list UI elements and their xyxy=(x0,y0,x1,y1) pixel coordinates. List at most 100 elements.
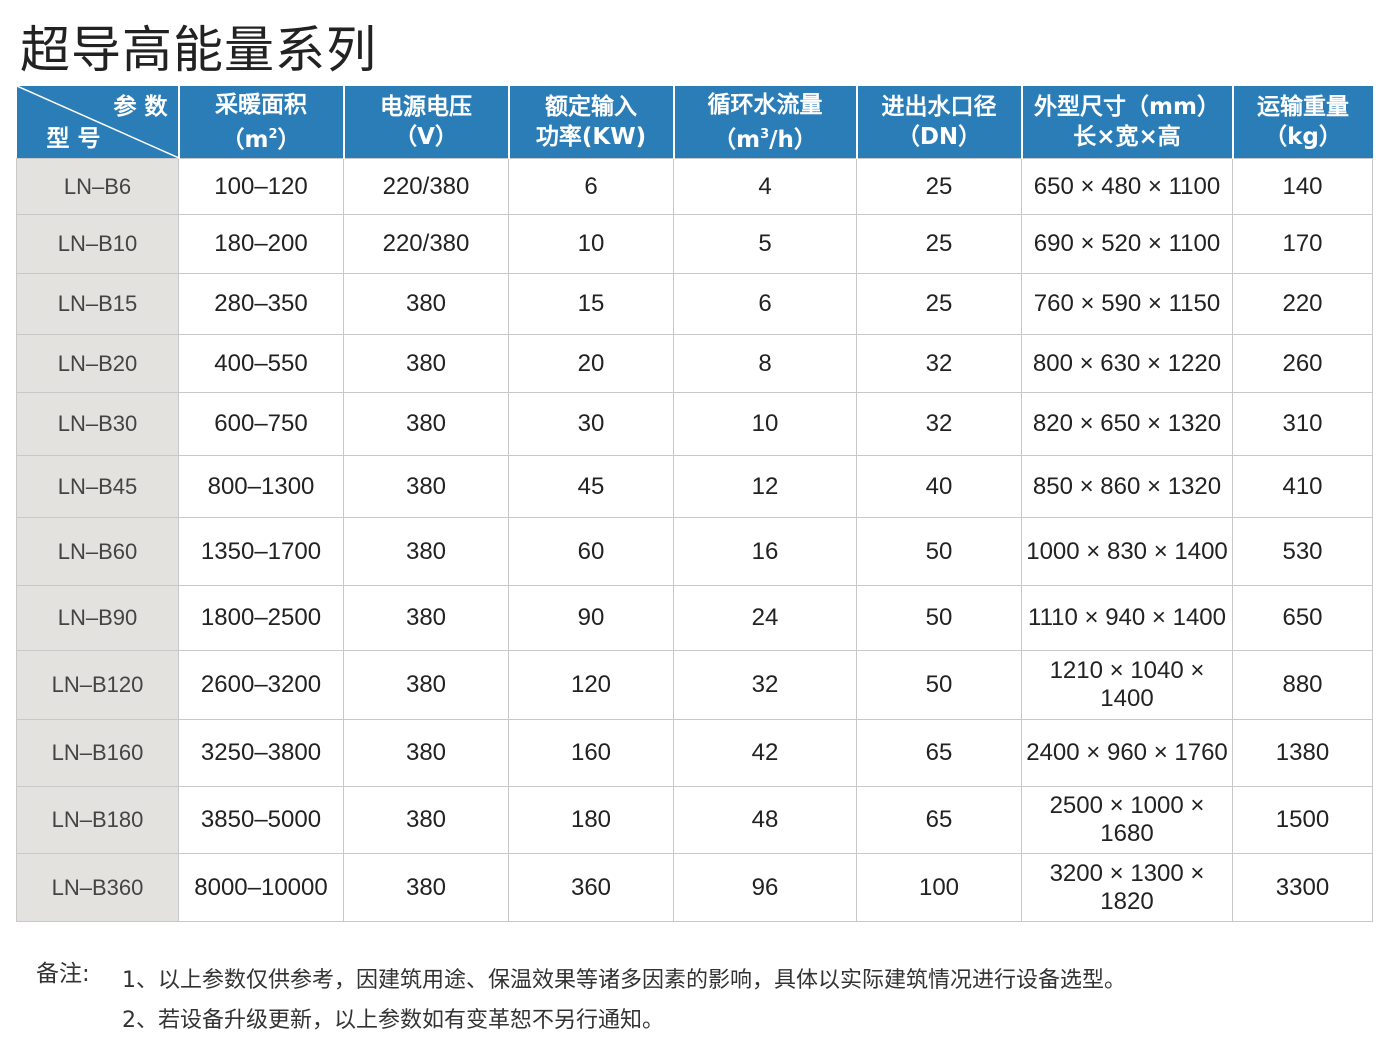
cell-power: 45 xyxy=(508,455,674,518)
cell-area: 1350–1700 xyxy=(178,517,344,586)
table-row: LN–B60 1350–1700 380 60 16 50 1000 × 830… xyxy=(16,517,1373,586)
table-row: LN–B15 280–350 380 15 6 25 760 × 590 × 1… xyxy=(16,273,1373,335)
cell-power: 20 xyxy=(508,334,674,393)
cell-model: LN–B360 xyxy=(16,853,179,922)
spec-table: 参 数 型 号 采暖面积 （m2） 电源电压 （V） 额定输入 功率(KW) 循… xyxy=(16,86,1373,922)
cell-size: 1110 × 940 × 1400 xyxy=(1021,585,1233,651)
cell-flow: 24 xyxy=(673,585,857,651)
header-voltage-unit: （V） xyxy=(394,124,458,150)
cell-area: 400–550 xyxy=(178,334,344,393)
cell-size: 850 × 860 × 1320 xyxy=(1021,455,1233,518)
cell-flow: 6 xyxy=(673,273,857,335)
notes-label: 备注: xyxy=(36,961,90,987)
header-size-title: 外型尺寸（mm） xyxy=(1034,94,1220,120)
header-flow-title: 循环水流量 xyxy=(707,91,823,118)
corner-diagonal-line xyxy=(16,86,177,158)
header-dn-unit: （DN） xyxy=(896,124,982,150)
cell-dn: 65 xyxy=(856,719,1022,787)
cell-voltage: 380 xyxy=(343,719,509,787)
table-row: LN–B160 3250–3800 380 160 42 65 2400 × 9… xyxy=(16,719,1373,787)
cell-size: 3200 × 1300 × 1820 xyxy=(1021,853,1233,922)
table-row: LN–B20 400–550 380 20 8 32 800 × 630 × 1… xyxy=(16,334,1373,393)
cell-area: 3250–3800 xyxy=(178,719,344,787)
cell-size: 800 × 630 × 1220 xyxy=(1021,334,1233,393)
cell-area: 2600–3200 xyxy=(178,650,344,720)
cell-size: 820 × 650 × 1320 xyxy=(1021,392,1233,456)
cell-area: 3850–5000 xyxy=(178,786,344,854)
cell-voltage: 380 xyxy=(343,517,509,586)
cell-dn: 50 xyxy=(856,585,1022,651)
cell-area: 280–350 xyxy=(178,273,344,335)
header-area: 采暖面积 （m2） xyxy=(178,86,345,159)
header-power-title: 额定输入 xyxy=(545,94,637,120)
header-flow: 循环水流量 （m3/h） xyxy=(673,86,858,159)
header-flow-unit: （m3/h） xyxy=(675,120,856,155)
note-line-1: 1、以上参数仅供参考，因建筑用途、保温效果等诸多因素的影响，具体以实际建筑情况进… xyxy=(122,968,1127,993)
cell-weight: 220 xyxy=(1232,273,1373,335)
cell-weight: 410 xyxy=(1232,455,1373,518)
table-row: LN–B10 180–200 220/380 10 5 25 690 × 520… xyxy=(16,214,1373,274)
header-power: 额定输入 功率(KW) xyxy=(508,86,675,159)
cell-dn: 25 xyxy=(856,273,1022,335)
flow-unit-close: /h） xyxy=(769,126,817,153)
cell-area: 600–750 xyxy=(178,392,344,456)
cell-dn: 50 xyxy=(856,650,1022,720)
flow-unit-open: （m xyxy=(713,126,761,153)
cell-power: 120 xyxy=(508,650,674,720)
cell-power: 60 xyxy=(508,517,674,586)
page-title: 超导高能量系列 xyxy=(20,21,377,79)
header-dn: 进出水口径 （DN） xyxy=(856,86,1023,159)
cell-model: LN–B90 xyxy=(16,585,179,651)
cell-voltage: 220/380 xyxy=(343,158,509,215)
header-weight-unit: （kg） xyxy=(1264,124,1342,150)
cell-size: 760 × 590 × 1150 xyxy=(1021,273,1233,335)
cell-size: 1000 × 830 × 1400 xyxy=(1021,517,1233,586)
note-line-2: 2、若设备升级更新，以上参数如有变革恕不另行通知。 xyxy=(122,1008,664,1033)
cell-voltage: 380 xyxy=(343,392,509,456)
cell-power: 90 xyxy=(508,585,674,651)
cell-model: LN–B120 xyxy=(16,650,179,720)
header-voltage: 电源电压 （V） xyxy=(343,86,510,159)
cell-model: LN–B10 xyxy=(16,214,179,274)
cell-flow: 10 xyxy=(673,392,857,456)
table-row: LN–B180 3850–5000 380 180 48 65 2500 × 1… xyxy=(16,786,1373,854)
cell-voltage: 380 xyxy=(343,650,509,720)
cell-model: LN–B20 xyxy=(16,334,179,393)
cell-model: LN–B6 xyxy=(16,158,179,215)
cell-weight: 530 xyxy=(1232,517,1373,586)
table-row: LN–B120 2600–3200 380 120 32 50 1210 × 1… xyxy=(16,650,1373,720)
cell-area: 800–1300 xyxy=(178,455,344,518)
cell-voltage: 380 xyxy=(343,585,509,651)
cell-weight: 3300 xyxy=(1232,853,1373,922)
cell-model: LN–B180 xyxy=(16,786,179,854)
cell-area: 180–200 xyxy=(178,214,344,274)
cell-dn: 25 xyxy=(856,158,1022,215)
cell-size: 1210 × 1040 × 1400 xyxy=(1021,650,1233,720)
cell-flow: 16 xyxy=(673,517,857,586)
cell-dn: 40 xyxy=(856,455,1022,518)
cell-dn: 32 xyxy=(856,334,1022,393)
table-row: LN–B30 600–750 380 30 10 32 820 × 650 × … xyxy=(16,392,1373,456)
cell-model: LN–B15 xyxy=(16,273,179,335)
header-voltage-title: 电源电压 xyxy=(380,94,472,120)
flow-unit-sup: 3 xyxy=(760,126,770,142)
cell-dn: 100 xyxy=(856,853,1022,922)
cell-flow: 8 xyxy=(673,334,857,393)
corner-param-label: 参 数 xyxy=(113,94,168,120)
header-area-unit: （m2） xyxy=(180,120,343,155)
cell-dn: 32 xyxy=(856,392,1022,456)
cell-dn: 50 xyxy=(856,517,1022,586)
cell-voltage: 380 xyxy=(343,786,509,854)
area-unit-sup: 2 xyxy=(268,126,278,142)
cell-flow: 42 xyxy=(673,719,857,787)
cell-voltage: 380 xyxy=(343,334,509,393)
cell-weight: 1500 xyxy=(1232,786,1373,854)
cell-voltage: 220/380 xyxy=(343,214,509,274)
cell-voltage: 380 xyxy=(343,853,509,922)
cell-area: 1800–2500 xyxy=(178,585,344,651)
cell-size: 2500 × 1000 × 1680 xyxy=(1021,786,1233,854)
cell-flow: 32 xyxy=(673,650,857,720)
cell-flow: 48 xyxy=(673,786,857,854)
cell-size: 2400 × 960 × 1760 xyxy=(1021,719,1233,787)
cell-power: 15 xyxy=(508,273,674,335)
